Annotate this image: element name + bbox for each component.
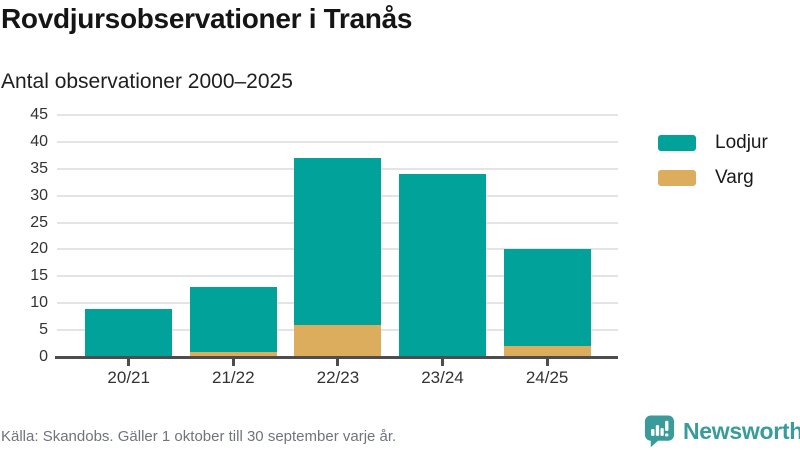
x-axis-tick-label: 24/25 [525,368,569,387]
chart-subtitle: Antal observationer 2000–2025 [1,70,293,93]
gridline-y40 [57,140,618,143]
newsworthy-logo[interactable]: Newsworthy [643,413,800,449]
y-axis-tick-label: 20 [30,240,48,258]
x-axis-tick [336,358,340,366]
y-axis-tick-label: 15 [30,267,48,285]
x-axis-tick-label: 21/22 [212,368,255,387]
legend-label-varg: Varg [715,167,754,188]
legend-swatch-lodjur [658,135,696,151]
x-axis-tick-label: 23/24 [421,368,464,387]
y-axis-tick-label: 0 [39,348,48,365]
legend-item-lodjur: Lodjur [658,132,768,154]
x-axis-line [55,355,618,359]
newsworthy-wordmark: Newsworthy [683,417,800,444]
bar-segment-varg-21-22 [189,351,277,357]
y-axis-tick-label: 10 [30,294,48,312]
x-axis-tick-label: 22/23 [316,368,360,387]
x-axis-tick [545,358,549,366]
chart-title: Rovdjursobservationer i Tranås [1,3,413,34]
bar-segment-varg-24-25 [503,346,591,357]
y-axis-tick-label: 25 [30,213,48,231]
source-note: Källa: Skandobs. Gäller 1 oktober till 3… [1,428,397,445]
x-axis-tick [127,358,131,366]
x-axis-tick [231,358,235,366]
legend-label-lodjur: Lodjur [715,132,768,153]
newsworthy-bubble-chart-icon [644,415,675,448]
y-axis-tick-label: 45 [30,106,48,123]
y-axis-tick-label: 5 [39,321,48,339]
legend: Lodjur Varg [658,132,768,202]
y-axis-tick-label: 35 [30,159,48,177]
legend-item-varg: Varg [658,167,768,189]
legend-swatch-varg [658,170,696,186]
y-axis-tick-label: 40 [30,132,48,150]
bar-segment-varg-22-23 [294,324,382,357]
bar-segment-lodjur-23-24 [399,174,486,357]
x-axis-tick [441,358,444,366]
bar-segment-lodjur-20-21 [85,308,173,357]
x-axis-tick-label: 20/21 [107,368,150,387]
y-axis-tick-label: 30 [30,186,48,204]
gridline-y45 [57,114,618,116]
bar-segment-lodjur-22-23 [294,158,382,325]
bar-segment-lodjur-24-25 [503,249,591,347]
bar-segment-lodjur-21-22 [189,287,277,352]
